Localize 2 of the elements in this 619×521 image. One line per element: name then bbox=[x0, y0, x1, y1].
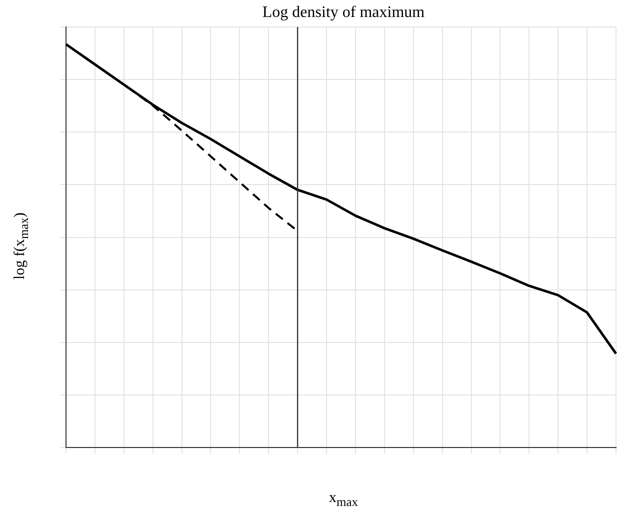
chart-title: Log density of maximum bbox=[261, 4, 426, 22]
x-axis-title: x$_{max}$ bbox=[328, 490, 360, 510]
